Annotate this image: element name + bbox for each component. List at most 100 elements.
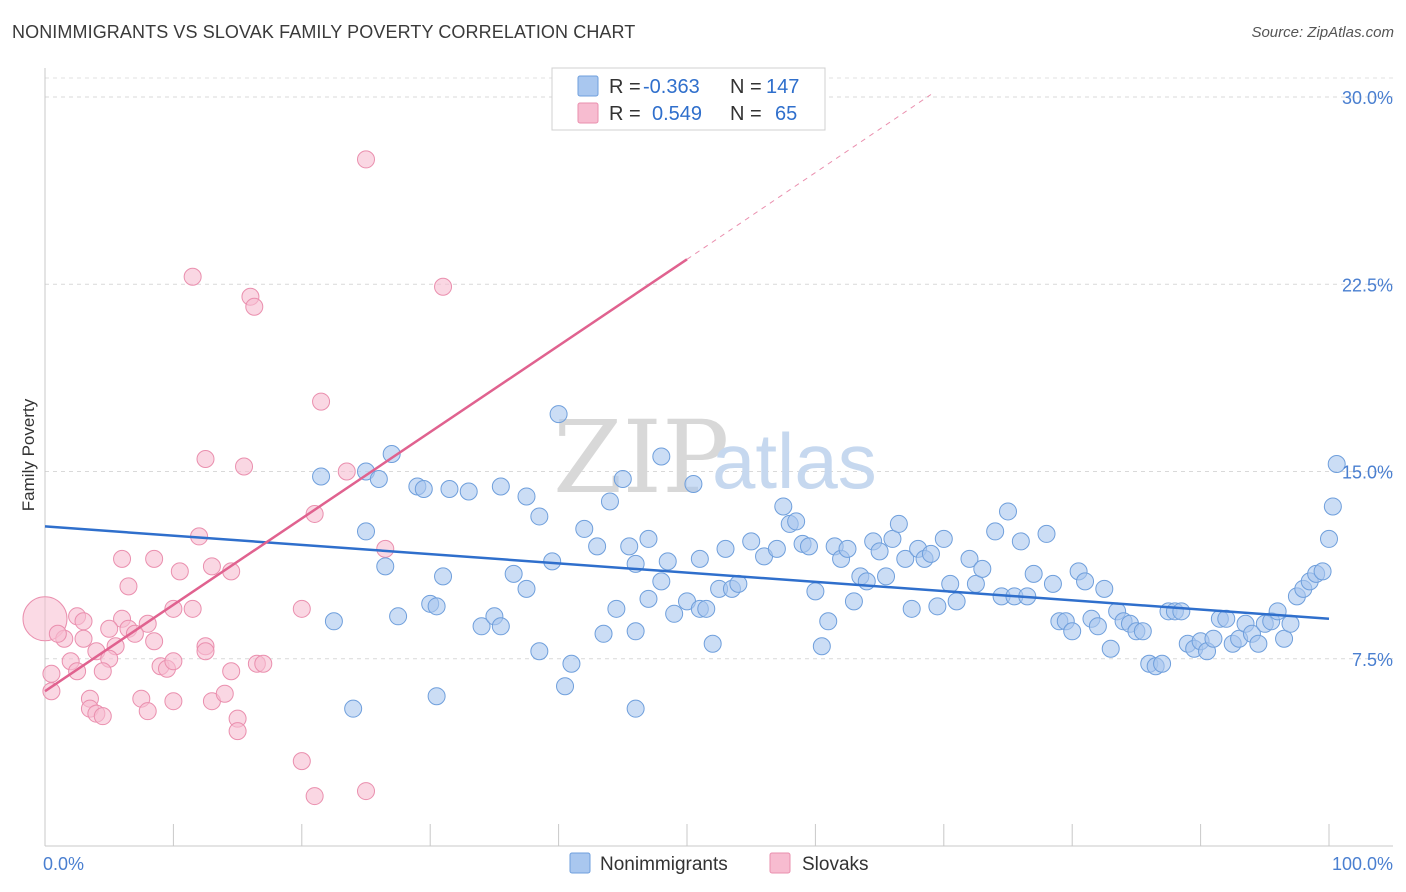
- slovaks-point-14: [202, 557, 221, 576]
- nonimmigrants-point-99: [1076, 572, 1095, 591]
- nonimmigrants-point-108: [1133, 622, 1152, 641]
- slovaks-point-17: [119, 577, 138, 596]
- nonimmigrants-point-70: [870, 542, 889, 561]
- slovaks-point-11: [376, 539, 395, 558]
- nonimmigrants-point-23: [357, 522, 375, 541]
- slovaks-point-4: [434, 277, 453, 296]
- slovaks-point-31: [145, 632, 164, 651]
- nonimmigrants-point-5: [414, 479, 433, 498]
- nonimmigrants-point-33: [517, 579, 536, 598]
- slovaks-point-7: [235, 457, 254, 476]
- nonimmigrants-point-94: [1043, 574, 1062, 593]
- slovaks-point-16: [170, 562, 189, 581]
- nonimmigrants-point-14: [600, 492, 619, 511]
- slovaks-point-46: [222, 662, 241, 681]
- bottom-legend-label-nonimmigrants: Nonimmigrants: [600, 854, 728, 875]
- nonimmigrants-point-31: [491, 617, 510, 636]
- nonimmigrants-point-19: [652, 447, 671, 466]
- nonimmigrants-point-101: [1088, 617, 1107, 636]
- nonimmigrants-point-102: [1095, 579, 1114, 598]
- legend-n-value-2: 65: [775, 103, 797, 125]
- slovaks-point-47: [42, 682, 61, 701]
- legend-r-label-2: R =: [609, 103, 641, 125]
- nonimmigrants-point-129: [1268, 602, 1287, 621]
- x-tick-label-0: 0.0%: [43, 854, 84, 874]
- slovaks-point-0: [357, 150, 375, 169]
- legend-r-value-2: 0.549: [652, 103, 702, 125]
- nonimmigrants-points: [312, 405, 1346, 718]
- nonimmigrants-point-83: [960, 549, 979, 568]
- nonimmigrants-point-42: [652, 572, 671, 591]
- nonimmigrants-point-39: [607, 599, 626, 618]
- slovaks-point-42: [164, 652, 183, 671]
- nonimmigrants-point-0: [312, 467, 331, 486]
- nonimmigrants-point-34: [530, 642, 549, 661]
- y-tick-label-0: 7.5%: [1352, 650, 1393, 670]
- slovaks-trend-line: [44, 258, 688, 693]
- nonimmigrants-point-57: [787, 512, 806, 531]
- nonimmigrants-point-142: [626, 699, 645, 718]
- nonimmigrants-point-137: [1320, 529, 1338, 548]
- nonimmigrants-point-22: [690, 549, 709, 568]
- y-tick-label-3: 30.0%: [1342, 88, 1393, 108]
- slovaks-point-6: [196, 450, 215, 469]
- nonimmigrants-point-114: [1172, 602, 1191, 621]
- nonimmigrants-point-38: [594, 624, 613, 643]
- slovaks-point-3: [245, 297, 264, 316]
- nonimmigrants-point-49: [716, 539, 735, 558]
- slovaks-point-50: [164, 692, 183, 711]
- slovaks-point-58: [228, 722, 247, 741]
- y-axis-label: Family Poverty: [19, 398, 38, 511]
- slovaks-point-39: [93, 662, 112, 681]
- nonimmigrants-point-73: [889, 514, 908, 533]
- nonimmigrants-point-139: [1327, 455, 1346, 474]
- watermark: ZIP atlas: [553, 399, 877, 516]
- nonimmigrants-point-140: [344, 699, 363, 718]
- bottom-legend-swatch-slovaks: [769, 852, 791, 874]
- legend-n-label-1: N =: [730, 76, 762, 98]
- nonimmigrants-point-29: [472, 617, 491, 636]
- nonimmigrants-point-55: [774, 497, 793, 516]
- y-tick-label-2: 22.5%: [1342, 275, 1393, 295]
- nonimmigrants-point-84: [966, 574, 985, 593]
- legend-swatch-nonimmigrants: [577, 75, 599, 97]
- nonimmigrants-point-41: [639, 589, 658, 608]
- nonimmigrants-point-61: [812, 637, 831, 656]
- slovaks-point-23: [183, 599, 202, 618]
- nonimmigrants-point-40: [626, 622, 645, 641]
- nonimmigrants-point-28: [434, 567, 453, 586]
- slovaks-point-27: [74, 629, 93, 648]
- nonimmigrants-point-21: [684, 474, 703, 493]
- nonimmigrants-point-24: [376, 557, 395, 576]
- nonimmigrants-point-111: [1153, 654, 1172, 673]
- nonimmigrants-point-93: [1037, 524, 1056, 543]
- slovaks-point-56: [93, 707, 112, 726]
- nonimmigrants-point-47: [703, 634, 722, 653]
- slovaks-point-21: [74, 612, 93, 631]
- nonimmigrants-point-6: [440, 479, 459, 498]
- slovaks-point-8: [337, 462, 356, 481]
- legend-r-label-1: R =: [609, 76, 641, 98]
- nonimmigrants-point-85: [973, 559, 992, 578]
- nonimmigrants-point-75: [902, 599, 921, 618]
- trend-lines: [44, 94, 1330, 693]
- nonimmigrants-point-72: [883, 529, 902, 548]
- nonimmigrants-point-43: [665, 604, 684, 623]
- nonimmigrants-point-32: [504, 564, 523, 583]
- nonimmigrants-point-7: [459, 482, 478, 501]
- bottom-legend-label-slovaks: Slovaks: [802, 854, 869, 875]
- nonimmigrants-point-2: [369, 469, 388, 488]
- nonimmigrants-point-119: [1204, 629, 1223, 648]
- x-tick-label-1: 100.0%: [1332, 854, 1393, 874]
- nonimmigrants-point-103: [1101, 639, 1120, 658]
- nonimmigrants-point-37: [562, 654, 581, 673]
- nonimmigrants-point-3: [382, 445, 401, 464]
- nonimmigrants-point-136: [1313, 562, 1332, 581]
- slovaks-point-61: [357, 782, 375, 801]
- nonimmigrants-point-74: [896, 549, 915, 568]
- nonimmigrants-point-81: [941, 574, 960, 593]
- nonimmigrants-point-141: [427, 687, 446, 706]
- watermark-atlas: atlas: [712, 417, 877, 505]
- axes: [44, 68, 1393, 847]
